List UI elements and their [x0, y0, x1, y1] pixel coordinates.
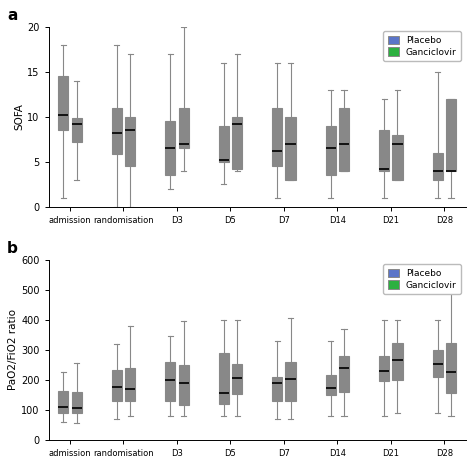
PathPatch shape: [379, 130, 389, 171]
PathPatch shape: [339, 108, 349, 171]
PathPatch shape: [58, 76, 68, 130]
Text: b: b: [7, 241, 18, 256]
PathPatch shape: [232, 364, 242, 394]
PathPatch shape: [165, 362, 175, 401]
PathPatch shape: [272, 377, 283, 401]
PathPatch shape: [326, 126, 336, 175]
PathPatch shape: [112, 108, 122, 154]
PathPatch shape: [326, 375, 336, 395]
PathPatch shape: [58, 391, 68, 412]
PathPatch shape: [112, 370, 122, 401]
Text: a: a: [7, 8, 18, 23]
Y-axis label: SOFA: SOFA: [15, 103, 25, 130]
PathPatch shape: [219, 126, 229, 162]
PathPatch shape: [339, 356, 349, 391]
PathPatch shape: [219, 353, 229, 404]
PathPatch shape: [446, 343, 456, 393]
PathPatch shape: [232, 116, 242, 169]
PathPatch shape: [165, 121, 175, 175]
PathPatch shape: [432, 350, 443, 377]
Legend: Placebo, Ganciclovir: Placebo, Ganciclovir: [383, 31, 461, 61]
PathPatch shape: [285, 362, 296, 401]
PathPatch shape: [125, 368, 135, 401]
PathPatch shape: [446, 99, 456, 171]
PathPatch shape: [72, 392, 82, 413]
PathPatch shape: [272, 108, 283, 166]
Legend: Placebo, Ganciclovir: Placebo, Ganciclovir: [383, 264, 461, 294]
Y-axis label: PaO2/FiO2 ratio: PaO2/FiO2 ratio: [9, 309, 18, 390]
PathPatch shape: [392, 135, 402, 179]
PathPatch shape: [179, 364, 189, 405]
PathPatch shape: [125, 116, 135, 166]
PathPatch shape: [392, 343, 402, 380]
PathPatch shape: [179, 108, 189, 148]
PathPatch shape: [72, 118, 82, 142]
PathPatch shape: [285, 116, 296, 179]
PathPatch shape: [379, 356, 389, 381]
PathPatch shape: [432, 153, 443, 179]
